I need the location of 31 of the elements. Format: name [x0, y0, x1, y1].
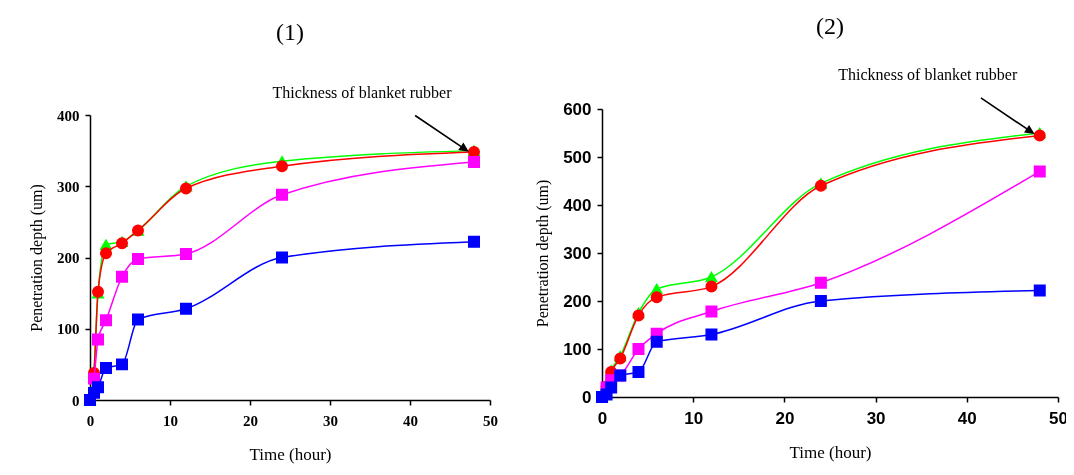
y-axis-title: Penetration depth (um)	[28, 184, 46, 332]
text: Thickness of blanket rubber	[272, 83, 453, 101]
y-tick-label: 200	[57, 250, 80, 266]
y-tick-label: 600	[563, 99, 592, 119]
y-tick-label: 0	[582, 387, 592, 407]
y-tick-label: 400	[563, 195, 592, 215]
x-tick-label: 30	[323, 412, 338, 429]
x-tick-label: 20	[243, 412, 258, 429]
x-axis-title: Time (hour)	[249, 444, 332, 464]
x-tick-label: 0	[597, 408, 608, 428]
x-tick-label: 0	[86, 412, 95, 429]
chart-title: (1)	[276, 18, 304, 45]
x-tick-label: 40	[957, 408, 977, 428]
y-tick-label: 400	[57, 107, 80, 124]
x-axis-title: Time (hour)	[789, 442, 872, 462]
x-tick-label: 40	[403, 412, 418, 429]
y-tick-label: 500	[563, 147, 592, 167]
x-tick-label: 20	[775, 408, 795, 428]
x-tick-label: 10	[163, 412, 178, 429]
y-tick-label: 300	[57, 178, 80, 195]
y-axis-title: Penetration depth (um)	[534, 179, 553, 328]
x-tick-label: 30	[866, 408, 886, 428]
y-tick-label: 200	[563, 291, 592, 311]
x-tick-label: 10	[684, 408, 704, 428]
y-tick-label: 300	[563, 243, 592, 263]
y-tick-label: 100	[563, 339, 592, 359]
chart-title: (2)	[816, 13, 844, 39]
text: Thickness of blanket rubber	[838, 66, 1018, 83]
y-tick-label: 100	[57, 321, 80, 338]
x-tick-label: 50	[483, 412, 498, 429]
y-tick-label: 0	[72, 392, 80, 409]
